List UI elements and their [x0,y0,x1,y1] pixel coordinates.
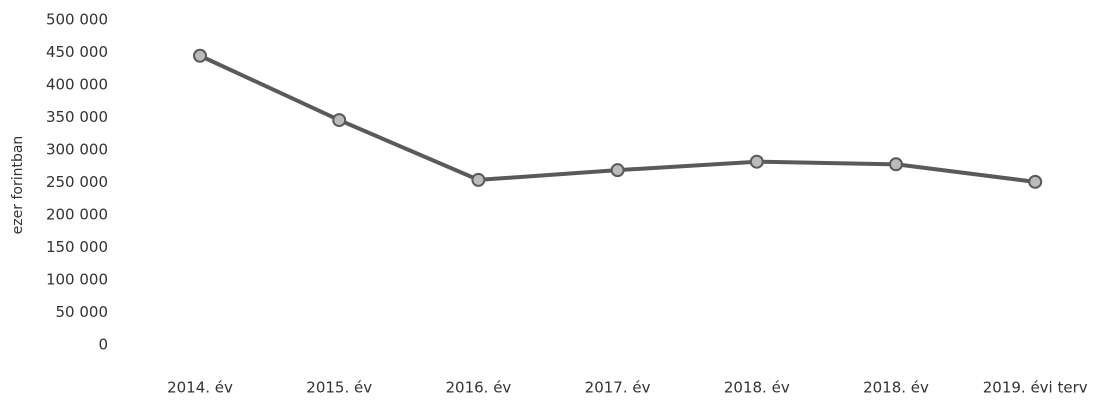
x-tick-label: 2019. évi terv [983,379,1088,397]
y-tick-label: 250 000 [46,173,108,191]
x-tick-label: 2016. év [445,379,511,397]
y-tick-label: 450 000 [46,43,108,61]
y-tick-label: 500 000 [46,11,108,29]
marker [610,163,625,178]
marker [889,157,903,172]
y-tick-label: 100 000 [46,271,108,289]
y-axis-label: ezer forintban [10,136,26,235]
y-tick-label: 0 [98,336,108,354]
y-tick-label: 50 000 [56,303,109,321]
marker [332,113,347,128]
marker [471,172,486,187]
x-tick-label: 2015. év [306,379,372,397]
y-tick-label: 200 000 [46,206,108,224]
y-tick-label: 300 000 [46,141,108,159]
line [199,53,1036,184]
x-tick-label: 2018. év [724,379,790,397]
x-tick-label: 2018. év [863,379,929,397]
y-tick-label: 350 000 [46,108,108,126]
marker [193,48,207,63]
marker [749,154,764,169]
y-tick-label: 400 000 [46,76,108,94]
x-tick-label: 2017. év [585,379,651,397]
marker [1028,174,1043,189]
y-tick-label: 150 000 [46,238,108,256]
x-tick-label: 2014. év [167,379,233,397]
